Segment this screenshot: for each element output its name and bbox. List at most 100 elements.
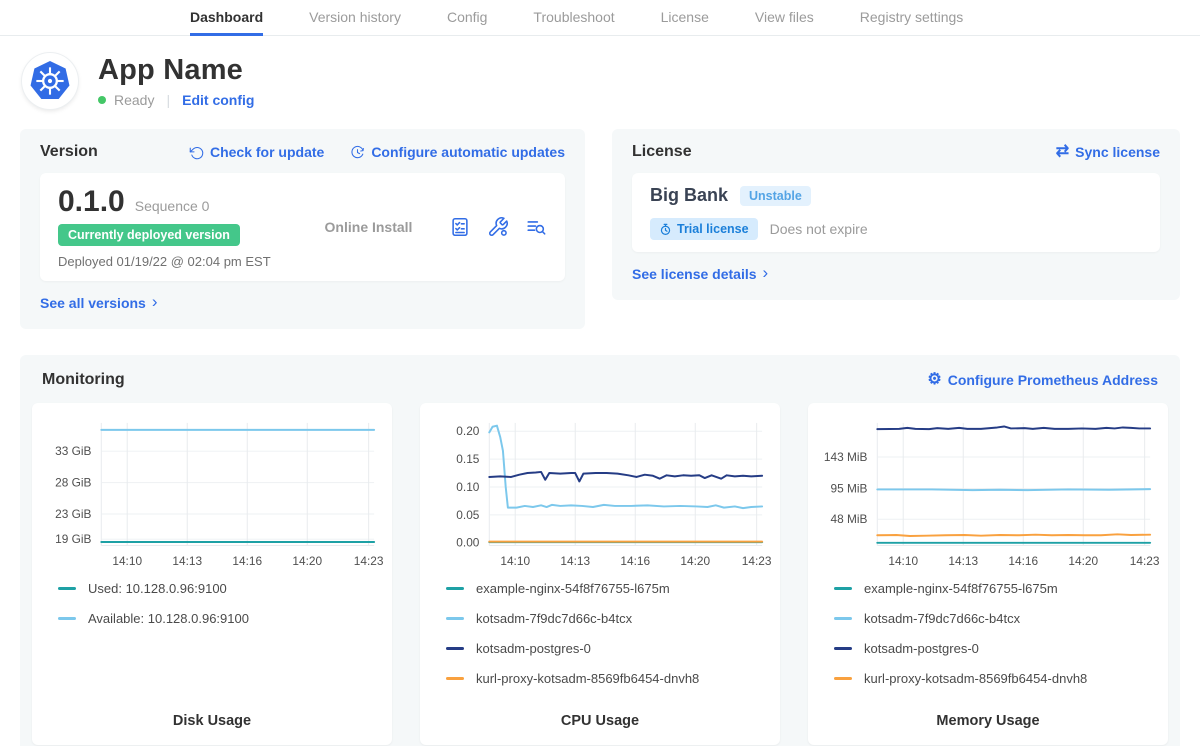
license-card-title: License [632,143,692,161]
svg-text:14:20: 14:20 [680,554,710,568]
legend-label: kotsadm-postgres-0 [864,641,979,656]
sequence-label: Sequence 0 [135,198,210,214]
legend-dash-icon [834,647,852,650]
customer-name: Big Bank [650,185,728,206]
chart-plot: 0.200.150.100.050.0014:1014:1314:1614:20… [428,415,772,571]
refresh-icon [189,145,204,160]
sync-arrows-icon: ⇄ [1056,144,1069,160]
divider: | [162,92,174,108]
svg-text:14:16: 14:16 [620,554,650,568]
svg-text:14:13: 14:13 [948,554,978,568]
chart-title: CPU Usage [428,713,772,729]
svg-text:95 MiB: 95 MiB [830,481,867,495]
legend-dash-icon [446,617,464,620]
deployed-badge: Currently deployed version [58,224,240,246]
legend-dash-icon [834,677,852,680]
legend-label: Available: 10.128.0.96:9100 [88,611,249,626]
configure-automatic-updates-link[interactable]: Configure automatic updates [350,144,565,160]
version-card-title: Version [40,143,98,161]
chart-legend: Used: 10.128.0.96:9100Available: 10.128.… [58,581,384,641]
license-type-badge: Trial license [650,218,758,240]
app-header: App Name Ready | Edit config [0,36,1200,121]
legend-label: kotsadm-7f9dc7d66c-b4tcx [864,611,1020,626]
channel-badge: Unstable [740,186,811,206]
license-detail-card: Big Bank Unstable Trial license Does not… [632,173,1160,252]
kubernetes-logo-icon [22,53,78,109]
current-version-card: 0.1.0 Sequence 0 Currently deployed vers… [40,173,565,281]
legend-label: kurl-proxy-kotsadm-8569fb6454-dnvh8 [476,671,699,686]
preflight-checks-icon[interactable] [449,216,471,238]
svg-text:33 GiB: 33 GiB [55,444,91,458]
tab-dashboard[interactable]: Dashboard [190,9,263,36]
svg-text:14:13: 14:13 [560,554,590,568]
edit-config-icon[interactable] [487,216,509,238]
see-all-versions-link[interactable]: See all versions› [40,294,158,311]
sync-license-link[interactable]: ⇄ Sync license [1056,144,1160,160]
svg-text:143 MiB: 143 MiB [824,449,868,463]
disk-usage-chart: 33 GiB28 GiB23 GiB19 GiB14:1014:1314:161… [40,415,384,571]
svg-text:0.10: 0.10 [456,479,479,493]
legend-label: example-nginx-54f8f76755-l675m [864,581,1058,596]
legend-label: kurl-proxy-kotsadm-8569fb6454-dnvh8 [864,671,1087,686]
tab-version-history[interactable]: Version history [309,9,401,35]
svg-text:14:23: 14:23 [354,554,384,568]
cpu-usage-chart: 0.200.150.100.050.0014:1014:1314:1614:20… [428,415,772,571]
legend-label: kotsadm-7f9dc7d66c-b4tcx [476,611,632,626]
legend-dash-icon [446,587,464,590]
legend-dash-icon [58,617,76,620]
legend-dash-icon [834,587,852,590]
check-for-update-link[interactable]: Check for update [189,144,324,160]
gear-icon: ⚙ [927,372,941,388]
chart-legend: example-nginx-54f8f76755-l675m kotsadm-7f… [834,581,1160,701]
chevron-right-icon: › [152,293,158,310]
stopwatch-icon [659,223,672,236]
svg-text:14:10: 14:10 [112,554,142,568]
chart-legend: example-nginx-54f8f76755-l675mkotsadm-7f… [446,581,772,701]
disk-usage-chart-card: 33 GiB28 GiB23 GiB19 GiB14:1014:1314:161… [32,403,392,745]
svg-text:14:10: 14:10 [888,554,918,568]
svg-text:0.00: 0.00 [456,535,479,549]
version-card: Version Check for update Configure autom… [20,129,585,329]
legend-item: kotsadm-7f9dc7d66c-b4tcx [834,611,1160,626]
memory-usage-chart-card: 143 MiB95 MiB48 MiB14:1014:1314:1614:201… [808,403,1168,745]
tab-view-files[interactable]: View files [755,9,814,35]
svg-text:14:16: 14:16 [1008,554,1038,568]
chart-plot: 33 GiB28 GiB23 GiB19 GiB14:1014:1314:161… [40,415,384,571]
deploy-logs-icon[interactable] [525,216,547,238]
edit-config-link[interactable]: Edit config [182,92,254,108]
svg-text:28 GiB: 28 GiB [55,475,91,489]
deployed-timestamp: Deployed 01/19/22 @ 02:04 pm EST [58,254,288,269]
tab-config[interactable]: Config [447,9,487,35]
legend-dash-icon [58,587,76,590]
legend-item: kotsadm-postgres-0 [834,641,1160,656]
svg-text:19 GiB: 19 GiB [55,532,91,546]
license-card: License ⇄ Sync license Big Bank Unstable… [612,129,1180,300]
legend-label: kotsadm-postgres-0 [476,641,591,656]
chart-title: Memory Usage [816,713,1160,729]
configure-prometheus-link[interactable]: ⚙ Configure Prometheus Address [927,372,1158,388]
clock-refresh-icon [350,145,365,160]
svg-text:14:23: 14:23 [742,554,772,568]
svg-text:14:20: 14:20 [1068,554,1098,568]
status-text: Ready [114,92,154,108]
legend-item: kurl-proxy-kotsadm-8569fb6454-dnvh8 [834,671,1160,686]
legend-dash-icon [446,647,464,650]
chevron-right-icon: › [763,264,769,281]
legend-item: example-nginx-54f8f76755-l675m [834,581,1160,596]
cpu-usage-chart-card: 0.200.150.100.050.0014:1014:1314:1614:20… [420,403,780,745]
svg-text:14:16: 14:16 [232,554,262,568]
svg-text:23 GiB: 23 GiB [55,506,91,520]
tab-license[interactable]: License [661,9,709,35]
monitoring-title: Monitoring [42,371,125,389]
tab-troubleshoot[interactable]: Troubleshoot [533,9,614,35]
see-license-details-link[interactable]: See license details› [632,265,768,282]
top-nav: Dashboard Version history Config Trouble… [0,0,1200,36]
svg-text:0.20: 0.20 [456,424,479,438]
legend-item: kotsadm-postgres-0 [446,641,772,656]
monitoring-section: Monitoring ⚙ Configure Prometheus Addres… [20,355,1180,746]
legend-item: Available: 10.128.0.96:9100 [58,611,384,626]
chart-title: Disk Usage [40,713,384,729]
tab-registry-settings[interactable]: Registry settings [860,9,963,35]
svg-text:14:23: 14:23 [1130,554,1160,568]
chart-plot: 143 MiB95 MiB48 MiB14:1014:1314:1614:201… [816,415,1160,571]
